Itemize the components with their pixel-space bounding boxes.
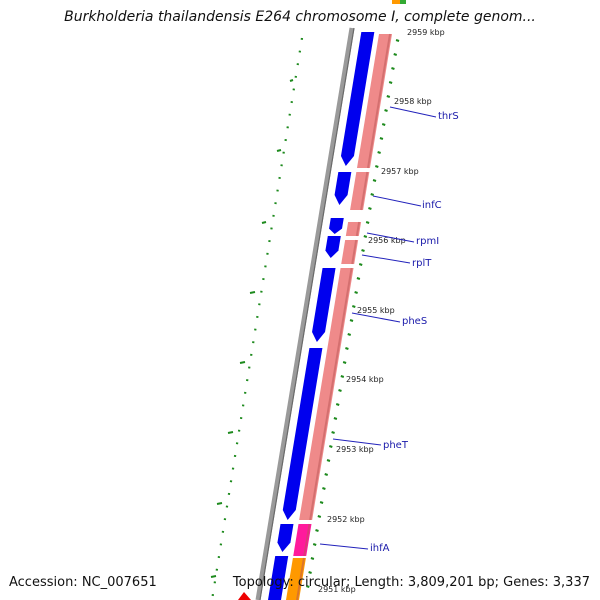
kbp-tick — [349, 319, 354, 322]
cds-feature[interactable] — [329, 218, 344, 234]
kbp-tick — [356, 277, 361, 280]
gene-label-ihfA[interactable]: ihfA — [370, 543, 390, 554]
kbp-tick — [386, 95, 391, 98]
rna-feature-shade — [360, 171, 369, 211]
rna-feature[interactable] — [286, 558, 306, 600]
gc-track — [210, 37, 304, 600]
map-title: Burkholderia thailandensis E264 chromoso… — [64, 9, 536, 25]
kbp-tick — [333, 417, 338, 420]
kbp-tick — [322, 487, 326, 490]
cds-track[interactable] — [268, 32, 375, 600]
kbp-tick — [393, 53, 398, 56]
rna-feature[interactable] — [356, 34, 393, 168]
kbp-label: 2956 kbp — [368, 236, 406, 245]
kbp-tick — [351, 305, 356, 308]
kbp-tick — [365, 221, 370, 224]
kbp-tick — [312, 543, 317, 546]
gene-label-pheT[interactable]: pheT — [383, 440, 409, 451]
rna-feature[interactable] — [299, 268, 354, 520]
rna-track[interactable] — [286, 33, 393, 600]
kbp-tick — [379, 137, 384, 140]
kbp-tick — [354, 291, 358, 294]
kbp-label: 2952 kbp — [327, 515, 365, 524]
kbp-tick — [388, 81, 393, 84]
kbp-tick — [342, 361, 347, 364]
kbp-tick — [347, 333, 352, 336]
accession-text: Accession: NC_007651 — [9, 575, 157, 590]
gene-label-infC[interactable]: infC — [422, 200, 442, 211]
rna-feature-shade — [296, 557, 305, 600]
rna-feature-shade — [309, 267, 353, 521]
kbp-tick — [375, 165, 379, 168]
gene-label-rplT[interactable]: rplT — [412, 258, 432, 269]
kbp-tick — [345, 347, 349, 350]
feature-fragment — [400, 0, 406, 4]
kbp-tick — [310, 557, 315, 560]
kbp-tick — [370, 193, 375, 196]
kbp-tick — [363, 235, 368, 238]
gene-label-thrS[interactable]: thrS — [438, 111, 459, 122]
rna-feature[interactable] — [293, 524, 312, 556]
kbp-tick — [368, 207, 372, 210]
kbp-tick — [331, 431, 335, 434]
kbp-tick — [338, 389, 342, 392]
cds-feature[interactable] — [325, 236, 341, 258]
cds-feature[interactable] — [340, 32, 375, 166]
kbp-scale — [305, 39, 400, 588]
gene-label-pheS[interactable]: pheS — [402, 316, 427, 327]
kbp-tick — [326, 459, 331, 462]
cds-feature[interactable] — [334, 172, 352, 205]
kbp-label: 2959 kbp — [407, 28, 445, 37]
kbp-tick — [372, 179, 377, 182]
kbp-tick — [328, 445, 333, 448]
kbp-label: 2953 kbp — [336, 445, 374, 454]
kbp-tick — [319, 501, 324, 504]
gene-leaders — [319, 106, 437, 550]
kbp-label: 2957 kbp — [381, 167, 419, 176]
kbp-tick — [361, 249, 365, 252]
kbp-tick — [340, 375, 345, 378]
kbp-tick — [377, 151, 381, 154]
kbp-label: 2951 kbp — [318, 585, 356, 594]
cds-feature[interactable] — [282, 348, 323, 520]
feature-fragment — [392, 0, 400, 4]
kbp-tick — [335, 403, 340, 406]
rna-feature-shade — [351, 239, 358, 265]
kbp-label: 2954 kbp — [346, 375, 384, 384]
feature-marker[interactable] — [238, 592, 251, 600]
kbp-label: 2955 kbp — [357, 306, 395, 315]
kbp-tick — [384, 109, 388, 112]
rna-feature-shade — [355, 221, 361, 237]
kbp-tick — [305, 585, 310, 588]
chromosome-backbone — [255, 27, 355, 600]
cds-feature[interactable] — [268, 556, 289, 600]
rna-feature-shade — [303, 523, 311, 557]
kbp-tick — [381, 123, 386, 126]
kbp-tick — [308, 571, 312, 574]
genome-stats-text: Topology: circular; Length: 3,809,201 bp… — [232, 575, 590, 590]
kbp-tick — [395, 39, 400, 42]
rna-feature-shade — [367, 33, 392, 169]
kbp-tick — [315, 529, 319, 532]
kbp-tick — [391, 67, 395, 70]
cds-feature[interactable] — [312, 268, 336, 342]
gene-label-rpmI[interactable]: rpmI — [416, 236, 439, 247]
kbp-label: 2958 kbp — [394, 97, 432, 106]
kbp-tick — [317, 515, 322, 518]
cds-feature[interactable] — [277, 524, 294, 552]
rna-feature[interactable] — [350, 172, 370, 210]
kbp-tick — [358, 263, 363, 266]
kbp-tick — [324, 473, 329, 476]
